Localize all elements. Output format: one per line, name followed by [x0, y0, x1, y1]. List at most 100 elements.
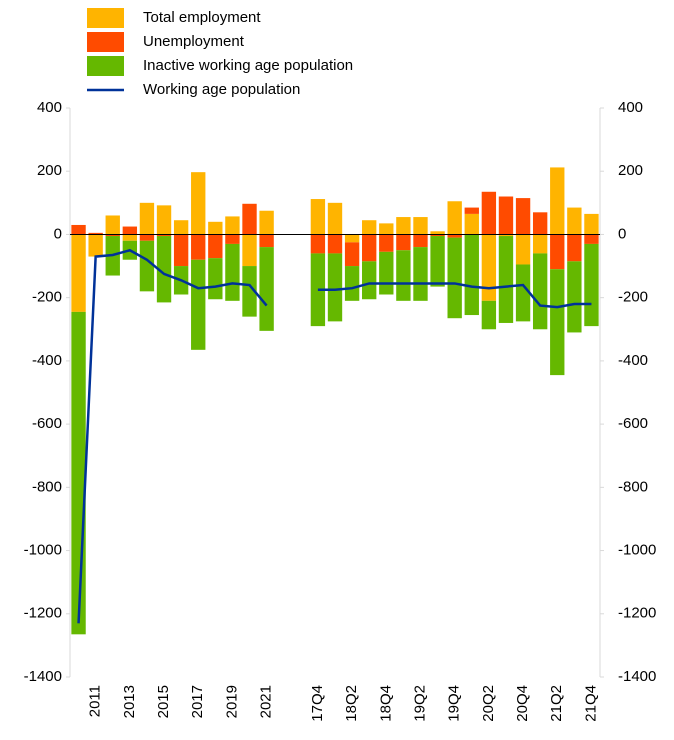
x-tick-label: 2019 — [223, 685, 240, 718]
legend-label: Unemployment — [143, 33, 245, 50]
bar — [71, 311, 86, 635]
bar — [413, 234, 428, 248]
bar — [430, 231, 445, 235]
bar — [310, 199, 326, 235]
x-tick-label: 19Q4 — [446, 685, 463, 722]
y2-tick-label: -400 — [618, 352, 648, 369]
bar — [464, 207, 479, 214]
y2-tick-label: 0 — [618, 225, 626, 242]
bar — [156, 205, 172, 235]
bar — [379, 234, 394, 252]
bar — [379, 251, 394, 295]
bar — [122, 234, 138, 241]
bar — [447, 201, 462, 235]
x-tick-label: 17Q4 — [309, 685, 326, 722]
x-tick-label: 2021 — [258, 685, 275, 718]
x-tick-label: 18Q4 — [377, 685, 394, 722]
bar — [327, 253, 343, 322]
bar — [362, 261, 377, 300]
bar — [413, 217, 428, 235]
x-tick-label: 18Q2 — [343, 685, 360, 722]
y-tick-label: -400 — [32, 352, 62, 369]
y-tick-label: 0 — [54, 225, 62, 242]
bar — [139, 240, 155, 292]
y2-tick-label: 400 — [618, 99, 643, 116]
bar — [481, 234, 497, 301]
bar — [139, 202, 155, 235]
bar — [550, 167, 565, 235]
legend-label: Working age population — [143, 81, 300, 98]
legend-swatch — [87, 32, 124, 52]
bar — [481, 300, 497, 330]
bar — [430, 234, 445, 237]
y-tick-label: -1200 — [24, 605, 62, 622]
legend-label: Total employment — [143, 9, 261, 26]
bar — [498, 196, 514, 235]
bar — [430, 236, 445, 287]
bar — [242, 234, 257, 267]
x-tick-label: 19Q2 — [411, 685, 428, 722]
bar — [498, 236, 514, 323]
bar — [515, 234, 531, 265]
bar — [413, 247, 428, 301]
legend-swatch — [87, 8, 124, 28]
bar — [567, 207, 582, 235]
bar — [208, 221, 223, 235]
y2-tick-label: -1200 — [618, 605, 656, 622]
bar — [362, 220, 377, 235]
bar — [327, 202, 343, 235]
bar — [550, 269, 565, 376]
bar — [481, 191, 497, 235]
bar — [310, 234, 326, 254]
bar — [242, 203, 257, 235]
bar — [396, 217, 411, 235]
bar — [447, 237, 462, 319]
y2-tick-label: -1000 — [618, 542, 656, 559]
y2-tick-label: -600 — [618, 415, 648, 432]
bar — [464, 234, 479, 316]
bar — [259, 234, 274, 248]
bar — [105, 215, 120, 235]
y-tick-label: -200 — [32, 289, 62, 306]
bar — [122, 226, 138, 235]
legend-swatch — [87, 56, 124, 76]
bar — [173, 220, 189, 235]
y-tick-label: 400 — [37, 99, 62, 116]
bar — [379, 223, 394, 235]
bar — [584, 213, 599, 235]
bar — [173, 234, 189, 267]
bar — [584, 243, 599, 327]
bar — [344, 242, 360, 267]
bar — [156, 236, 172, 303]
bar — [532, 212, 548, 235]
bar — [208, 258, 223, 300]
bar — [225, 234, 240, 244]
bar — [71, 234, 86, 312]
bar — [362, 234, 377, 262]
y-tick-label: -1000 — [24, 542, 62, 559]
x-tick-label: 21Q4 — [582, 685, 599, 722]
bar — [447, 234, 462, 238]
x-tick-label: 2011 — [87, 685, 104, 717]
bar — [208, 234, 223, 259]
y2-tick-label: -800 — [618, 478, 648, 495]
y2-tick-label: -1400 — [618, 668, 656, 685]
bar — [567, 234, 582, 262]
bar — [567, 261, 582, 333]
bar — [225, 243, 240, 301]
bar — [327, 234, 343, 254]
x-tick-label: 20Q4 — [514, 685, 531, 722]
bar — [88, 234, 103, 257]
bar — [191, 259, 206, 350]
y-tick-label: -800 — [32, 478, 62, 495]
bar — [550, 234, 565, 270]
y-tick-label: 200 — [37, 162, 62, 179]
x-tick-label: 2017 — [189, 685, 206, 718]
bar — [396, 250, 411, 301]
bar — [191, 234, 206, 260]
bar — [584, 234, 599, 244]
bar — [225, 216, 240, 235]
bar — [344, 266, 360, 301]
bar — [88, 232, 103, 235]
